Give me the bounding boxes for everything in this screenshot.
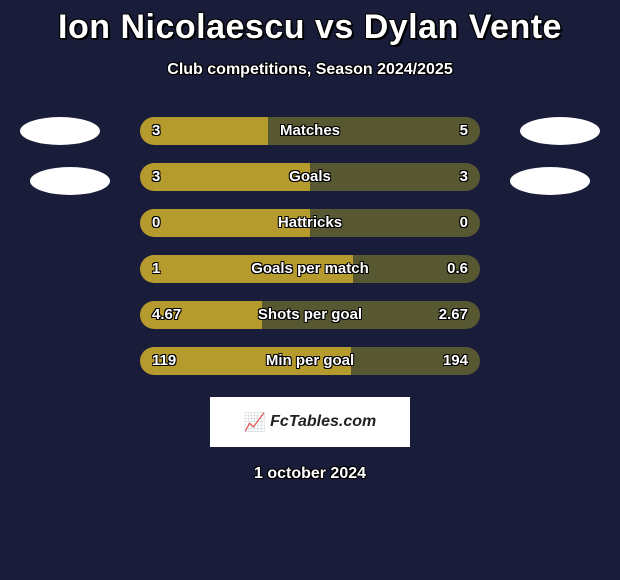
stat-rows: Matches35Goals33Hattricks00Goals per mat… (0, 117, 620, 375)
brand-text: FcTables.com (270, 413, 376, 431)
stat-bar (140, 163, 480, 191)
stat-row: Matches35 (0, 117, 620, 145)
bar-left (140, 255, 353, 283)
stat-row: Goals33 (0, 163, 620, 191)
comparison-stage: Matches35Goals33Hattricks00Goals per mat… (0, 117, 620, 375)
stat-value-right: 0.6 (447, 255, 468, 283)
comparison-title: Ion Nicolaescu vs Dylan Vente (0, 0, 620, 47)
stat-value-right: 5 (460, 117, 468, 145)
stat-value-left: 0 (152, 209, 160, 237)
brand-badge: 📈 FcTables.com (210, 397, 410, 447)
stat-bar (140, 209, 480, 237)
stat-value-left: 3 (152, 163, 160, 191)
comparison-subtitle: Club competitions, Season 2024/2025 (0, 61, 620, 79)
stat-value-right: 2.67 (439, 301, 468, 329)
stat-value-right: 0 (460, 209, 468, 237)
stat-bar (140, 301, 480, 329)
chart-icon: 📈 (244, 412, 266, 433)
stat-bar (140, 255, 480, 283)
bar-left (140, 209, 310, 237)
stat-value-right: 3 (460, 163, 468, 191)
stat-value-left: 3 (152, 117, 160, 145)
stat-row: Goals per match10.6 (0, 255, 620, 283)
stat-bar (140, 117, 480, 145)
stat-value-left: 119 (152, 347, 176, 375)
stat-value-left: 4.67 (152, 301, 181, 329)
bar-right (310, 209, 480, 237)
bar-right (268, 117, 481, 145)
snapshot-date: 1 october 2024 (0, 465, 620, 483)
stat-row: Min per goal119194 (0, 347, 620, 375)
stat-row: Hattricks00 (0, 209, 620, 237)
stat-value-right: 194 (443, 347, 468, 375)
bar-left (140, 163, 310, 191)
bar-right (310, 163, 480, 191)
stat-value-left: 1 (152, 255, 160, 283)
stat-bar (140, 347, 480, 375)
stat-row: Shots per goal4.672.67 (0, 301, 620, 329)
